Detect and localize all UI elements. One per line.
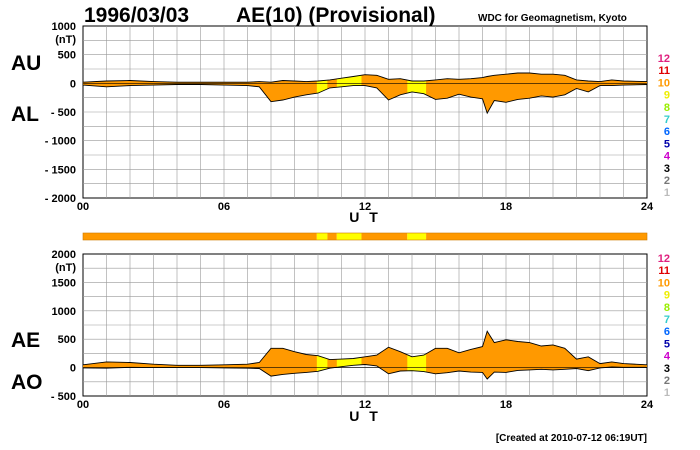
x-tick-label: 12 [359, 201, 371, 213]
legend-count-label: 6 [664, 326, 670, 338]
series-line-ao [82, 364, 647, 380]
y-tick-label: - 1000 [45, 136, 76, 148]
x-tick-label: 06 [218, 399, 230, 411]
legend-count-label: 6 [664, 126, 670, 138]
index-area-fill [83, 73, 647, 114]
legend-count-label: 8 [664, 302, 670, 314]
activity-bar-frame [82, 232, 648, 241]
legend-count-label: 3 [664, 363, 670, 375]
x-axis-label: U T [349, 209, 381, 225]
legend-count-label: 5 [664, 338, 670, 350]
ae-ao-panel: 2000 1500 1000 500 0 - 500 (nT) 00 06 12 18 24 U T AE… [11, 249, 654, 424]
legend-count-label: 2 [664, 175, 670, 187]
legend-count-label: 9 [664, 90, 670, 102]
activity-segment [327, 233, 337, 240]
activity-segment [361, 233, 408, 240]
y-tick-label: 500 [58, 50, 76, 62]
activity-segment [316, 233, 328, 240]
y-tick-label: - 1500 [45, 164, 76, 176]
legend-count-label: 10 [658, 277, 670, 289]
x-axis-label: U T [349, 408, 381, 424]
x-tick-label: 18 [500, 201, 512, 213]
legend-count-label: 11 [658, 65, 670, 77]
legend-count-label: 4 [664, 151, 671, 163]
legend-count-label: 3 [664, 163, 670, 175]
x-tick-label: 24 [641, 399, 654, 411]
legend-count-label: 1 [664, 387, 670, 399]
legend-count-label: 1 [664, 187, 670, 199]
activity-segment [83, 233, 317, 240]
index-title: AE(10) (Provisional) [236, 4, 436, 27]
legend-count-label: 12 [658, 253, 670, 265]
x-tick-label: 12 [359, 399, 371, 411]
y-tick-label: - 500 [51, 107, 76, 119]
activity-segment [336, 233, 362, 240]
legend-count-label: 2 [664, 375, 670, 387]
legend-count-label: 11 [658, 265, 670, 277]
x-tick-label: 24 [641, 201, 654, 213]
y-tick-label: 2000 [52, 249, 76, 261]
legend-count-label: 7 [664, 114, 670, 126]
y-tick-label: 1500 [52, 277, 76, 289]
activity-segment [426, 233, 647, 240]
y-unit-label: (nT) [55, 262, 76, 274]
x-tick-label: 00 [77, 399, 89, 411]
legend-count-label: 12 [658, 53, 670, 65]
series-line-ae [82, 330, 648, 366]
y-tick-label: 1000 [52, 21, 76, 33]
series-line-au [82, 72, 648, 83]
x-tick-label: 18 [500, 399, 512, 411]
legend-count-label: 9 [664, 290, 670, 302]
x-tick-label: 00 [77, 201, 89, 213]
created-timestamp: [Created at 2010-07-12 06:19UT] [496, 433, 647, 444]
legend-count-label: 4 [664, 351, 671, 363]
legend-count-label: 5 [664, 138, 670, 150]
legend-count-label: 7 [664, 314, 670, 326]
legend-count-label: 10 [658, 77, 670, 89]
au-al-panel: 1000 500 0 - 500 - 1000 - 1500 - 2000 (nT) 00 06 1… [11, 21, 654, 225]
series-side-label-upper: AE [11, 329, 40, 352]
date-title: 1996/03/03 [84, 4, 189, 27]
y-tick-label: 1000 [52, 306, 76, 318]
index-area-fill [83, 331, 647, 379]
y-tick-label: - 500 [51, 391, 76, 403]
activity-segment [407, 233, 427, 240]
y-unit-label: (nT) [55, 34, 76, 46]
y-tick-label: 500 [58, 334, 76, 346]
legend-count-label: 8 [664, 102, 670, 114]
activity-level-bar [82, 232, 648, 241]
series-side-label-lower: AL [11, 103, 39, 126]
source-label: WDC for Geomagnetism, Kyoto [478, 13, 627, 24]
y-tick-label: - 2000 [45, 193, 76, 205]
y-tick-label: 0 [70, 363, 76, 375]
x-tick-label: 06 [218, 201, 230, 213]
series-line-al [82, 84, 648, 115]
series-side-label-lower: AO [11, 371, 43, 394]
series-side-label-upper: AU [11, 52, 41, 75]
y-tick-label: 0 [70, 78, 76, 90]
